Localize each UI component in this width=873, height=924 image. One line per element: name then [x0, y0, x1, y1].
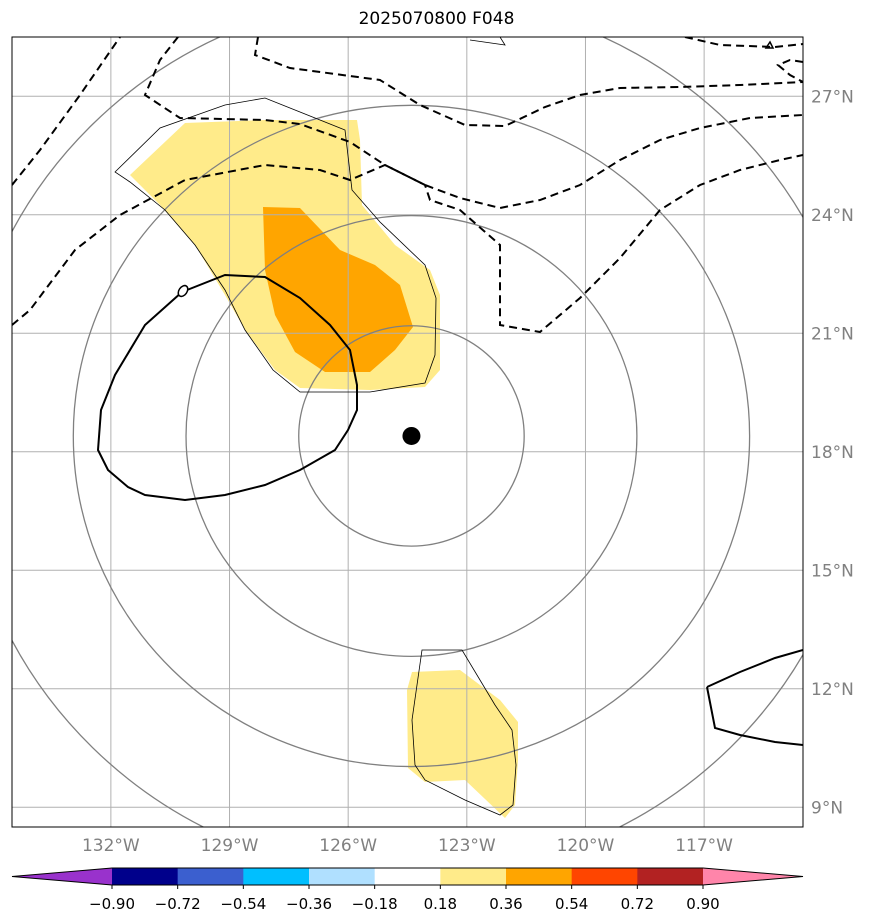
lat-label-5: 24°N — [811, 206, 854, 226]
colorbar-segment-4 — [309, 868, 376, 885]
colorbar-segment-8 — [571, 868, 638, 885]
colorbar-tick-label-3: −0.36 — [286, 895, 332, 913]
shading-orange — [263, 207, 413, 372]
range-rings — [12, 37, 803, 827]
range-ring-1 — [185, 214, 638, 658]
lat-label-1: 12°N — [811, 680, 854, 700]
colorbar-segment-6 — [440, 868, 507, 885]
lat-label-4: 21°N — [811, 324, 854, 344]
colorbar-tick-label-0: −0.90 — [89, 895, 135, 913]
latitude-labels: 9°N 12°N 15°N 18°N 21°N 24°N 27°N — [811, 87, 854, 818]
shading-light-yellow-south — [407, 670, 518, 818]
map-plot-area — [12, 37, 803, 827]
colorbar-tick-label-6: 0.36 — [489, 895, 522, 913]
colorbar-segment-2 — [177, 868, 244, 885]
small-island-contour — [764, 40, 775, 49]
solid-contours — [96, 273, 803, 746]
dashed-contours — [12, 37, 803, 334]
lat-label-0: 9°N — [811, 798, 843, 818]
colorbar-tick-label-4: −0.18 — [352, 895, 398, 913]
colorbar-segment-3 — [243, 868, 310, 885]
longitude-labels: 132°W 129°W 126°W 123°W 120°W 117°W — [82, 836, 733, 856]
colorbar-extend-high — [703, 868, 803, 885]
lon-label-0: 132°W — [82, 836, 140, 856]
colorbar-tick-label-1: −0.72 — [155, 895, 201, 913]
lon-label-4: 120°W — [557, 836, 615, 856]
contour-small-loop — [177, 284, 189, 298]
map-title: 2025070800 F048 — [358, 9, 515, 29]
gridlines — [12, 37, 803, 827]
colorbar-segment-7 — [506, 868, 573, 885]
colorbar: −0.90 −0.72 −0.54 −0.36 −0.18 0.18 0.36 0.54 0.7… — [11, 867, 804, 913]
lat-label-6: 27°N — [811, 87, 854, 107]
colorbar-tick-label-9: 0.90 — [686, 895, 719, 913]
colorbar-tick-label-8: 0.72 — [621, 895, 654, 913]
lon-label-3: 123°W — [438, 836, 496, 856]
colorbar-tick-label-2: −0.54 — [220, 895, 266, 913]
lon-label-1: 129°W — [201, 836, 259, 856]
colorbar-extend-low — [12, 868, 112, 885]
range-ring-0 — [298, 325, 525, 547]
lat-label-2: 15°N — [811, 561, 854, 581]
range-ring-2 — [72, 104, 751, 768]
colorbar-tick-label-5: 0.18 — [424, 895, 457, 913]
colorbar-segment-1 — [112, 868, 179, 885]
colorbar-segment-9 — [637, 868, 704, 885]
thin-contour-outlines — [114, 37, 517, 816]
storm-center-marker — [402, 426, 421, 445]
lon-label-2: 126°W — [319, 836, 377, 856]
map-frame — [11, 36, 804, 828]
colorbar-tick-label-7: 0.54 — [555, 895, 588, 913]
colorbar-segment-5 — [374, 868, 441, 885]
lon-label-5: 117°W — [675, 836, 733, 856]
lat-label-3: 18°N — [811, 443, 854, 463]
